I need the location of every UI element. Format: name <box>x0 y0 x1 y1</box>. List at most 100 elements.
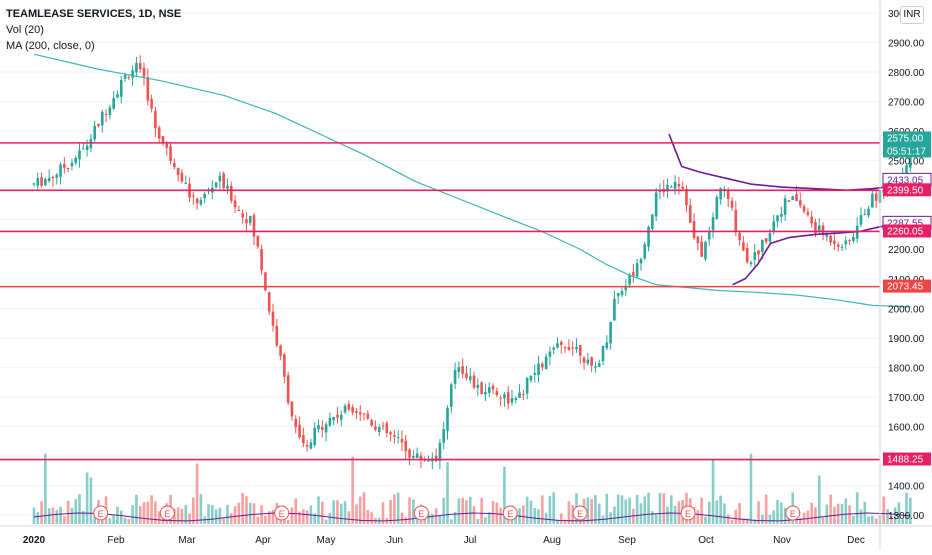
volume-bar-41 <box>188 513 191 524</box>
candle-body-48 <box>214 182 218 188</box>
candle-body-181 <box>719 188 722 200</box>
candle-body-63 <box>271 311 275 326</box>
candle-body-83 <box>347 404 351 410</box>
volume-bar-176 <box>700 497 703 524</box>
volume-bar-62 <box>267 511 271 524</box>
candle-body-148 <box>594 366 597 368</box>
candle-body-85 <box>355 411 358 413</box>
candle-body-198 <box>783 198 787 215</box>
volume-bar-49 <box>218 507 222 524</box>
candle-body-11 <box>74 157 78 164</box>
volume-bar-3 <box>44 453 47 524</box>
volume-bar-198 <box>783 508 787 524</box>
candle-body-99 <box>408 449 411 458</box>
symbol-title: TEAMLEASE SERVICES, 1D, NSE <box>6 8 182 20</box>
candle-body-80 <box>336 414 339 418</box>
candle-body-114 <box>465 373 468 378</box>
candle-body-21 <box>112 98 115 109</box>
volume-bar-105 <box>431 513 434 524</box>
candle-body-194 <box>768 233 772 242</box>
volume-bar-129 <box>522 505 525 524</box>
volume-bar-69 <box>294 498 298 524</box>
candle-body-187 <box>742 242 745 251</box>
volume-bar-56 <box>245 496 248 524</box>
x-tick-9: Oct <box>698 535 714 546</box>
candle-body-209 <box>825 233 829 237</box>
candle-body-116 <box>472 375 476 388</box>
volume-bar-4 <box>47 508 51 524</box>
volume-bar-142 <box>571 504 574 524</box>
price-label-bg-5 <box>883 279 931 293</box>
candle-body-56 <box>245 219 248 224</box>
candle-body-137 <box>552 347 556 350</box>
candle-body-139 <box>559 341 563 346</box>
indicator-ma: MA (200, close, 0) <box>6 40 95 52</box>
earnings-event-3 <box>413 505 429 521</box>
volume-bar-9 <box>66 500 70 524</box>
volume-bar-39 <box>180 509 184 524</box>
candle-body-192 <box>761 239 764 253</box>
volume-bar-51 <box>226 504 229 524</box>
volume-bar-100 <box>412 499 415 524</box>
volume-bar-53 <box>233 506 237 524</box>
volume-bar-216 <box>852 515 855 524</box>
volume-bar-33 <box>157 511 161 524</box>
candle-body-52 <box>229 185 233 201</box>
volume-bar-110 <box>449 519 453 524</box>
candle-body-10 <box>70 162 74 167</box>
candle-body-195 <box>772 221 776 233</box>
earnings-event-label-2: E <box>279 509 285 519</box>
candle-body-185 <box>734 210 738 232</box>
candle-body-34 <box>161 136 165 143</box>
volume-bar-57 <box>248 502 252 524</box>
volume-bar-123 <box>499 507 502 524</box>
volume-bar-184 <box>730 519 734 524</box>
candle-body-138 <box>556 343 559 348</box>
candle-body-68 <box>290 401 294 417</box>
volume-bar-50 <box>222 518 225 524</box>
volume-bar-169 <box>673 506 677 524</box>
volume-bar-15 <box>89 477 93 524</box>
candle-body-208 <box>821 225 825 235</box>
y-tick-15: 2800.00 <box>888 68 925 79</box>
candle-body-161 <box>643 244 647 259</box>
x-tick-4: May <box>317 535 336 546</box>
candle-body-134 <box>541 363 544 368</box>
earnings-event-1 <box>159 505 175 521</box>
currency-badge[interactable]: INR <box>900 6 924 24</box>
volume-bar-0 <box>32 507 36 524</box>
candle-body-130 <box>525 378 529 394</box>
candle-body-126 <box>510 398 514 403</box>
volume-bar-182 <box>723 503 726 524</box>
candle-body-190 <box>753 252 757 260</box>
volume-bar-66 <box>283 517 286 524</box>
volume-bar-99 <box>408 497 411 524</box>
candle-body-216 <box>852 236 855 241</box>
volume-bar-170 <box>677 501 681 524</box>
candle-body-231 <box>909 148 912 168</box>
volume-bar-227 <box>893 507 897 524</box>
candle-body-8 <box>63 163 66 168</box>
volume-bar-83 <box>347 511 351 524</box>
candle-body-49 <box>218 175 222 182</box>
price-label-3: 2287.55 <box>887 218 924 229</box>
candle-body-132 <box>533 372 537 375</box>
candle-body-136 <box>548 351 552 357</box>
candle-body-112 <box>457 367 461 372</box>
candle-body-44 <box>199 199 203 205</box>
candle-body-66 <box>283 354 286 377</box>
candle-body-18 <box>100 111 104 126</box>
volume-bar-125 <box>506 518 510 524</box>
volume-bar-168 <box>670 495 673 524</box>
volume-bar-44 <box>199 494 203 524</box>
candle-body-169 <box>673 182 677 189</box>
volume-bar-26 <box>131 505 134 524</box>
candle-body-214 <box>844 240 848 245</box>
price-label-4: 2260.05 <box>887 226 924 237</box>
volume-bar-55 <box>241 493 244 524</box>
candle-body-129 <box>522 393 525 395</box>
volume-bar-81 <box>339 503 343 524</box>
volume-bar-109 <box>446 462 449 524</box>
